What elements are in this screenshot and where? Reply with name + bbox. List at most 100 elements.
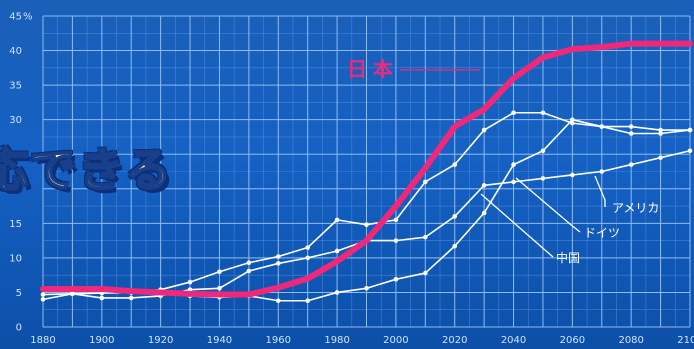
- series-label-ドイツ: ドイツ: [584, 226, 620, 240]
- data-point: [599, 169, 604, 174]
- data-point: [482, 183, 487, 188]
- data-point: [511, 110, 516, 115]
- x-tick-label: 2000: [383, 335, 408, 346]
- data-point: [659, 42, 662, 45]
- data-point: [424, 166, 427, 169]
- data-point: [423, 180, 428, 185]
- data-point: [335, 218, 340, 223]
- data-point: [688, 148, 693, 153]
- x-tick-label: 1980: [324, 335, 349, 346]
- data-point: [629, 162, 634, 167]
- data-point: [130, 289, 133, 292]
- data-point: [218, 293, 221, 296]
- data-point: [629, 124, 634, 129]
- data-point: [41, 292, 46, 297]
- series-label-日本: 日本: [347, 57, 399, 81]
- data-point: [277, 286, 280, 289]
- data-point: [100, 296, 105, 301]
- x-tick-label: 2100: [677, 335, 694, 346]
- y-tick-label: 10: [9, 253, 22, 264]
- data-point: [599, 124, 604, 129]
- data-point: [41, 297, 46, 302]
- data-point: [188, 280, 193, 285]
- data-point: [276, 261, 281, 266]
- data-point: [394, 238, 399, 243]
- data-point: [335, 290, 340, 295]
- data-point: [159, 291, 162, 294]
- x-tick-label: 1940: [207, 335, 232, 346]
- data-point: [365, 239, 368, 242]
- x-tick-label: 2040: [501, 335, 526, 346]
- data-point: [511, 180, 516, 185]
- data-point: [629, 131, 634, 136]
- data-point: [482, 211, 487, 216]
- x-tick-label: 1960: [266, 335, 291, 346]
- x-tick-label: 1900: [89, 335, 114, 346]
- data-point: [217, 269, 222, 274]
- data-point: [335, 249, 340, 254]
- data-point: [305, 256, 310, 261]
- data-point: [364, 286, 369, 291]
- data-point: [688, 42, 691, 45]
- series-label-アメリカ: アメリカ: [612, 201, 659, 215]
- data-point: [394, 204, 397, 207]
- data-point: [70, 292, 75, 297]
- y-tick-label: 45: [9, 12, 22, 23]
- y-tick-label: 30: [9, 115, 22, 126]
- leader-line: [481, 194, 553, 257]
- data-point: [658, 131, 663, 136]
- x-axis-tick-labels: 1880 1900 1920 1940 1960 1980 2000 2020 2040 2060…: [30, 335, 694, 346]
- data-point: [511, 162, 516, 167]
- y-tick-label: 5: [16, 288, 22, 299]
- x-tick-label: 1880: [30, 335, 55, 346]
- data-point: [541, 176, 546, 181]
- data-point: [423, 235, 428, 240]
- data-point: [41, 287, 44, 290]
- data-point: [482, 128, 487, 133]
- y-tick-label: 0: [16, 323, 22, 334]
- data-point: [570, 173, 575, 178]
- x-tick-label: 2080: [618, 335, 643, 346]
- data-point: [658, 155, 663, 160]
- data-point: [305, 245, 310, 250]
- data-point: [306, 277, 309, 280]
- data-point: [305, 298, 310, 303]
- data-point: [512, 77, 515, 80]
- data-point: [600, 46, 603, 49]
- data-point: [452, 162, 457, 167]
- data-point: [276, 254, 281, 259]
- data-point: [335, 260, 338, 263]
- leader-line: [595, 176, 605, 207]
- series-label-中国: 中国: [556, 250, 580, 265]
- y-tick-label: 15: [9, 219, 22, 230]
- data-point: [630, 42, 633, 45]
- data-point: [452, 214, 457, 219]
- data-point: [541, 148, 546, 153]
- data-point: [394, 277, 399, 282]
- data-point: [188, 292, 191, 295]
- data-point: [541, 56, 544, 59]
- y-unit-label: %: [23, 12, 33, 23]
- headline-text: 応できる: [0, 134, 173, 200]
- data-point: [247, 293, 250, 296]
- data-point: [247, 260, 252, 265]
- data-point: [129, 296, 134, 301]
- data-point: [276, 298, 281, 303]
- leader-line: [516, 178, 580, 232]
- data-point: [570, 117, 575, 122]
- data-point: [423, 271, 428, 276]
- data-point: [452, 244, 457, 249]
- data-point: [453, 125, 456, 128]
- data-point: [71, 287, 74, 290]
- x-tick-label: 2060: [560, 335, 585, 346]
- data-point: [394, 218, 399, 223]
- y-tick-label: 40: [9, 46, 22, 57]
- y-tick-label: 35: [9, 81, 22, 92]
- data-point: [688, 128, 693, 133]
- data-point: [571, 48, 574, 51]
- data-point: [100, 287, 103, 290]
- data-point: [483, 108, 486, 111]
- x-tick-label: 1920: [148, 335, 173, 346]
- data-point: [541, 110, 546, 115]
